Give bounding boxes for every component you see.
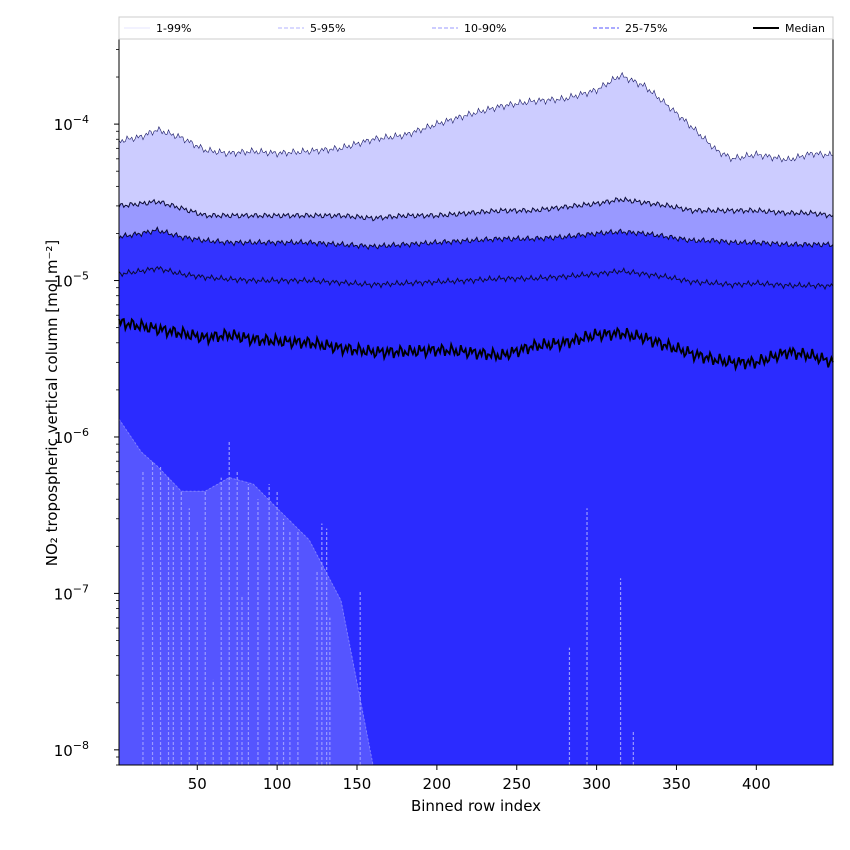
y-axis: 10−8 10−7 10−6 10−5 10−4	[54, 49, 119, 766]
band-p95-p99	[119, 72, 833, 221]
legend-label: 1-99%	[156, 22, 191, 35]
percentile-bands	[119, 39, 833, 765]
y-tick-label: 10−7	[54, 582, 89, 603]
x-tick-label: 200	[423, 775, 452, 793]
lower-percentile-spikes	[142, 440, 634, 765]
x-tick-label: 250	[502, 775, 531, 793]
p99-line	[118, 71, 833, 163]
y-tick-label: 10−5	[54, 270, 89, 291]
band-p75-p90	[119, 227, 833, 289]
x-tick-label: 150	[343, 775, 372, 793]
x-axis: 50 100 150 200 250 300 350 400	[188, 765, 771, 793]
median-line	[118, 317, 834, 372]
legend-label: Median	[785, 22, 825, 35]
legend: 1-99% 5-95% 10-90% 25-75% Median	[118, 16, 834, 40]
y-axis-label: NO₂ tropospheric vertical column [mol m⁻…	[43, 240, 61, 566]
x-tick-label: 50	[188, 775, 207, 793]
legend-label: 25-75%	[625, 22, 667, 35]
x-tick-label: 400	[742, 775, 771, 793]
p90-line	[118, 226, 834, 251]
y-tick-label: 10−8	[54, 739, 89, 760]
median-series	[118, 317, 834, 372]
legend-label: 5-95%	[310, 22, 345, 35]
band-p25-p75	[119, 266, 833, 765]
y-tick-label: 10−6	[54, 426, 89, 447]
x-tick-label: 350	[662, 775, 691, 793]
y-tick-label: 10−4	[54, 113, 89, 134]
x-tick-label: 300	[582, 775, 611, 793]
p75-line	[118, 265, 834, 291]
x-axis-label: Binned row index	[411, 797, 541, 815]
p95-line	[118, 196, 834, 222]
legend-box	[118, 16, 834, 40]
x-tick-label: 100	[263, 775, 292, 793]
legend-label: 10-90%	[464, 22, 506, 35]
